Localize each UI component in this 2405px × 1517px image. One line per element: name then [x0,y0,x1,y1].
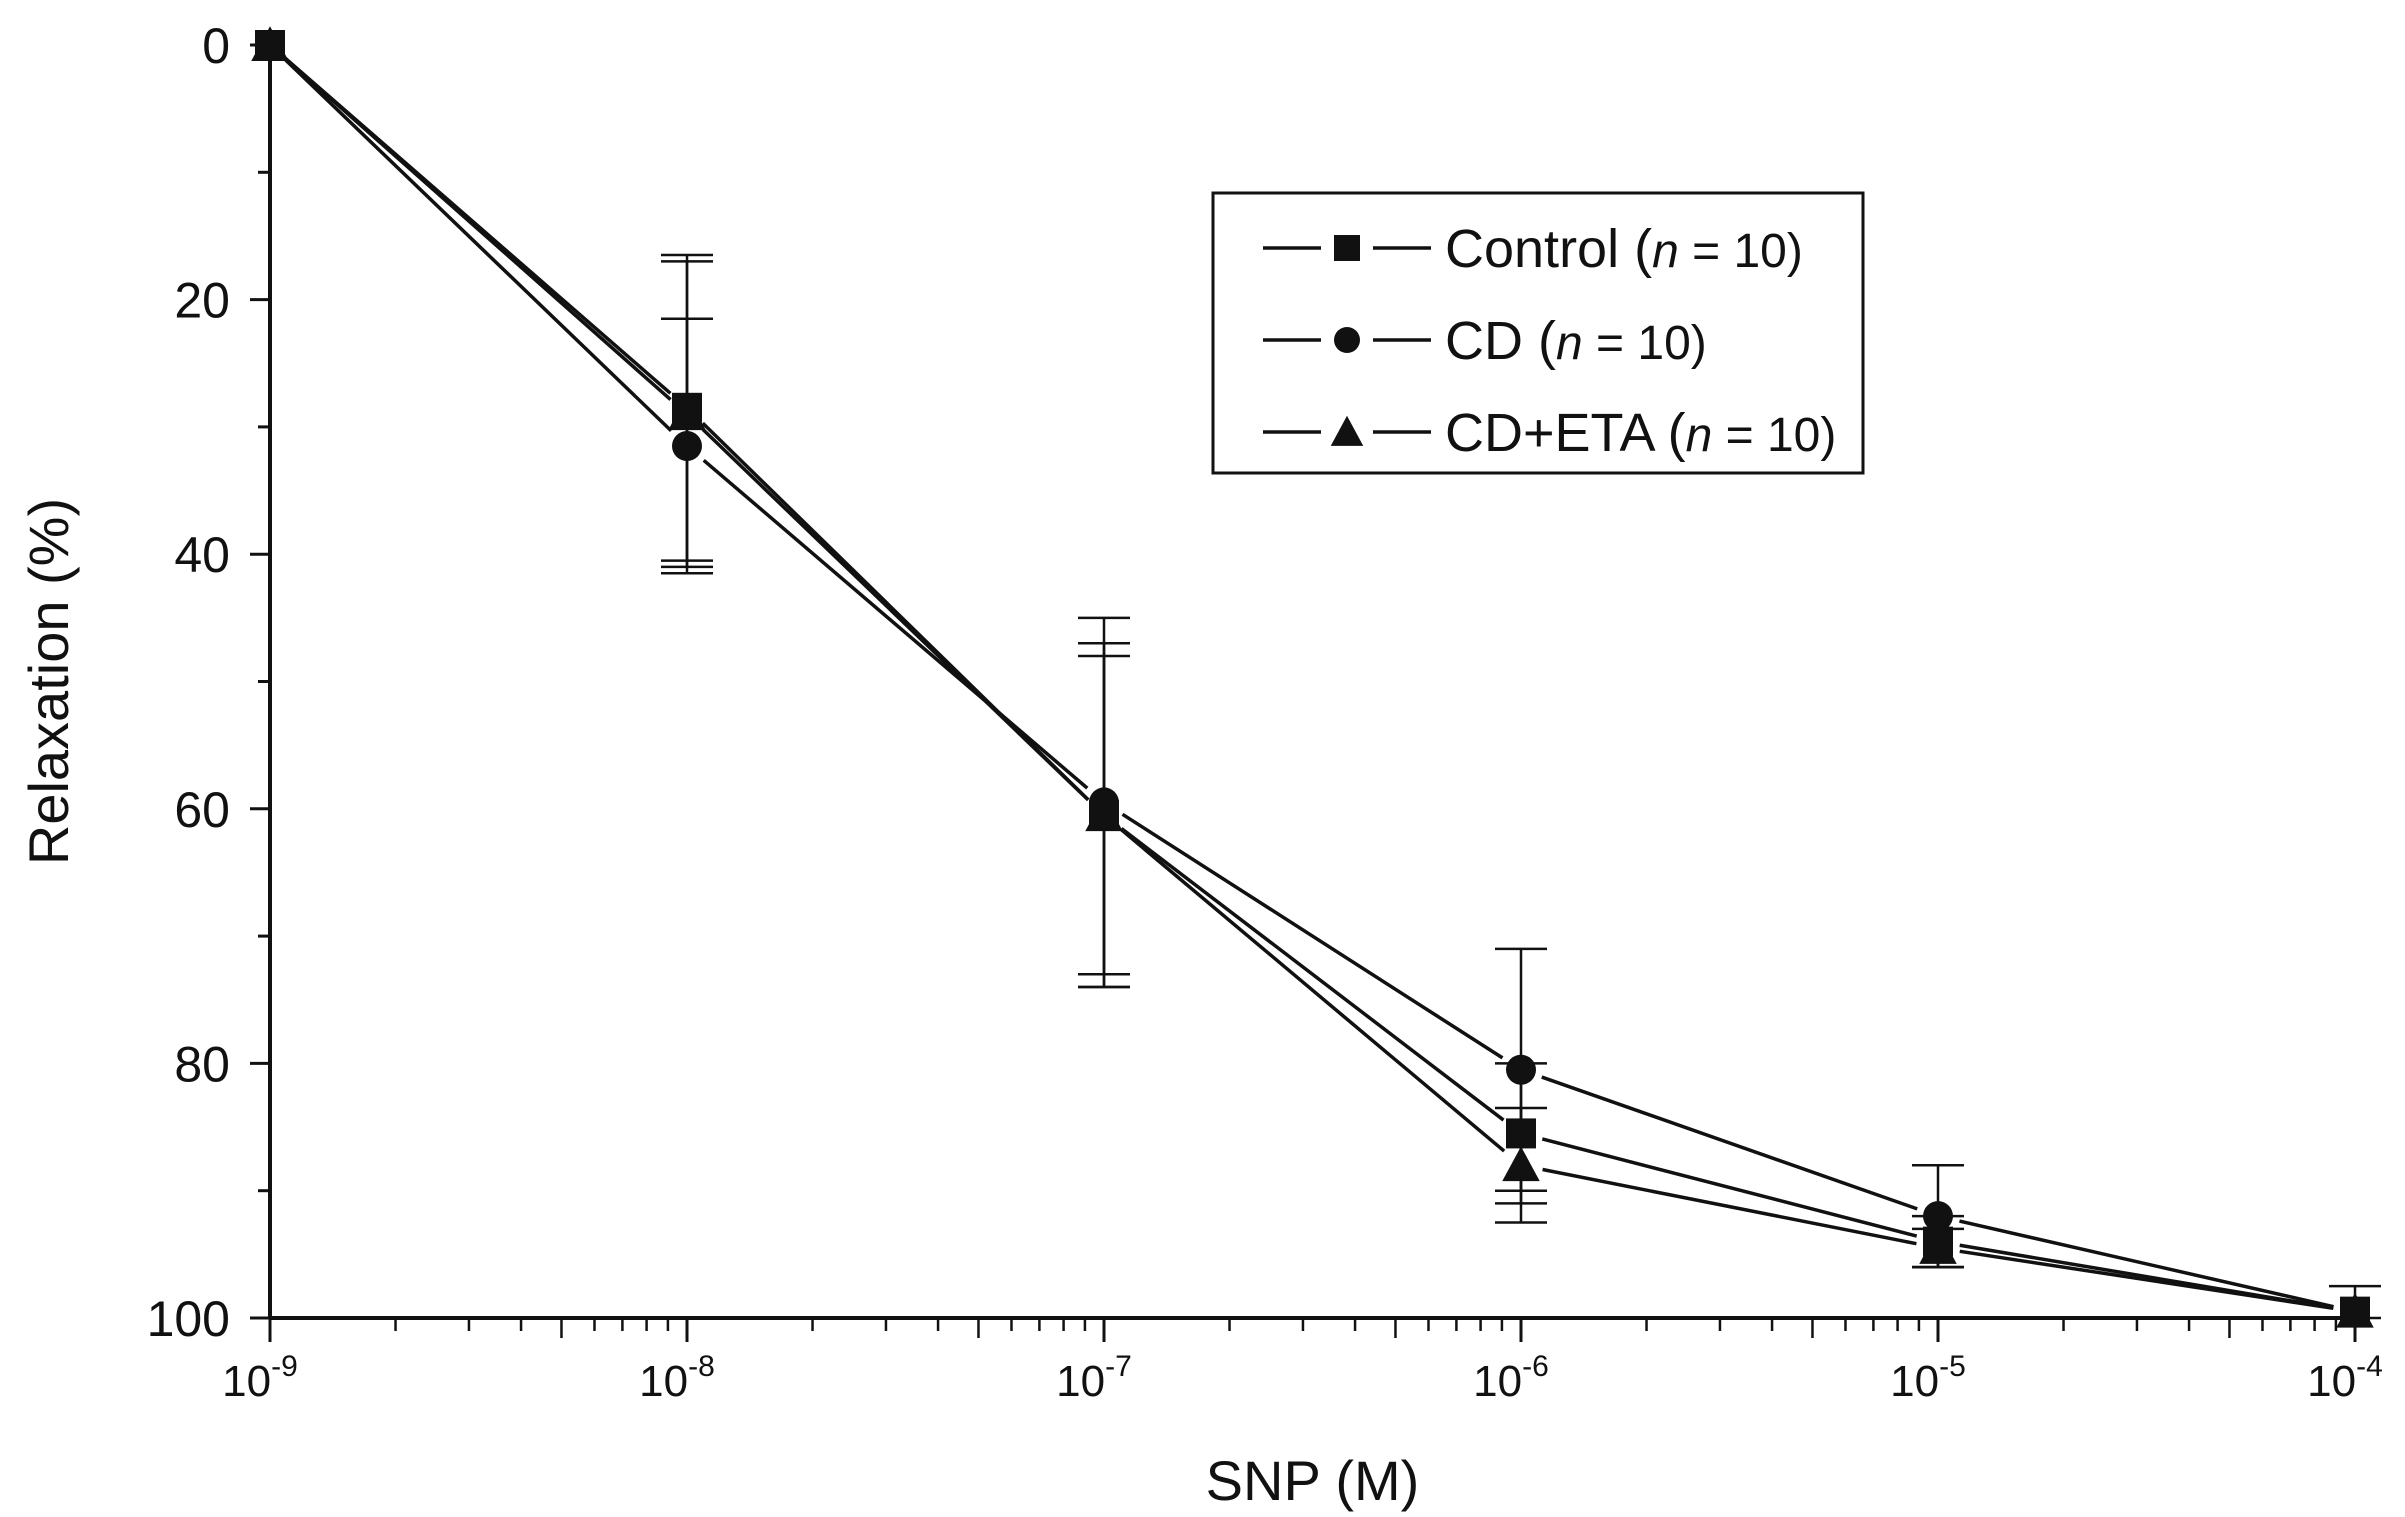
series-line-segment [1541,1137,1918,1238]
legend-n-symbol: n [1686,409,1713,462]
x-tick-exponent: -8 [688,1350,715,1383]
x-tick-exponent: -9 [271,1350,298,1383]
series-line-segment [268,43,672,401]
legend-n-value: = 10) [1679,225,1803,278]
marker-circle [1923,1201,1953,1232]
marker-circle [1506,1054,1536,1085]
y-tick-label: 60 [174,782,230,838]
series-line-segment [1959,1219,2334,1309]
series-line-segment [702,458,1089,790]
x-tick-base: 10 [1473,1357,1522,1406]
y-tick-label: 80 [174,1036,230,1092]
marker-triangle [1085,796,1123,832]
legend-label: Control (n = 10) [1445,219,1803,279]
series-line-segment [1121,812,1504,1060]
x-tick-exponent: -6 [1522,1350,1549,1383]
legend: Control (n = 10)CD (n = 10)CD+ETA (n = 1… [1211,191,1865,475]
y-tick-label: 40 [174,527,230,583]
series-line-segment [1120,827,1505,1122]
x-tick-label: 10-5 [1890,1350,1966,1406]
marker-triangle [1502,1146,1540,1182]
legend-n-symbol: n [1556,317,1583,370]
marker-triangle [1919,1229,1957,1264]
y-tick-label: 100 [147,1291,230,1347]
legend-label: CD (n = 10) [1445,311,1707,371]
x-tick-base: 10 [1890,1357,1939,1406]
legend-n-value: = 10) [1583,317,1707,370]
x-tick-exponent: -7 [1105,1350,1132,1383]
series-layer [251,26,2381,1328]
legend-entry-cd: CD (n = 10) [1263,311,1707,371]
legend-n-value: = 10) [1712,409,1836,462]
series-line-segment [1119,827,1506,1153]
x-tick-label: 10-8 [639,1350,715,1406]
x-tick-base: 10 [2307,1357,2356,1406]
legend-series-name: Control ( [1445,219,1652,279]
x-tick-label: 10-9 [222,1350,298,1406]
x-tick-label: 10-4 [2307,1350,2383,1406]
legend-entry-control: Control (n = 10) [1263,219,1803,279]
series-line-segment [701,428,1090,802]
marker-triangle [251,26,289,61]
series-line-segment [1542,1167,1917,1246]
x-axis-title: SNP (M) [1206,1449,1420,1512]
marker-triangle [2336,1292,2374,1328]
x-tick-base: 10 [1056,1357,1105,1406]
x-tick-base: 10 [222,1357,271,1406]
legend-n-symbol: n [1652,225,1679,278]
marker-circle [1334,327,1360,353]
legend-box [1211,191,1865,475]
x-tick-label: 10-7 [1056,1350,1132,1406]
legend-series-name: CD ( [1445,311,1556,371]
legend-label: CD+ETA (n = 10) [1445,403,1836,463]
marker-triangle [668,395,706,431]
series-line-segment [268,43,673,433]
x-tick-base: 10 [639,1357,688,1406]
series-line-segment [1541,1075,1918,1211]
legend-series-name: CD+ETA ( [1445,403,1686,463]
legend-entry-cd-eta: CD+ETA (n = 10) [1263,403,1836,463]
x-tick-label: 10-6 [1473,1350,1549,1406]
x-tick-exponent: -5 [1939,1350,1966,1383]
marker-triangle [1330,415,1364,446]
marker-square [1334,235,1360,261]
y-axis-title: Relaxation (%) [17,498,80,865]
series-cd-eta [251,26,2374,1328]
y-tick-label: 0 [202,18,230,74]
x-tick-exponent: -4 [2356,1350,2383,1383]
y-tick-label: 20 [174,273,230,329]
series-line-segment [1959,1249,2334,1311]
